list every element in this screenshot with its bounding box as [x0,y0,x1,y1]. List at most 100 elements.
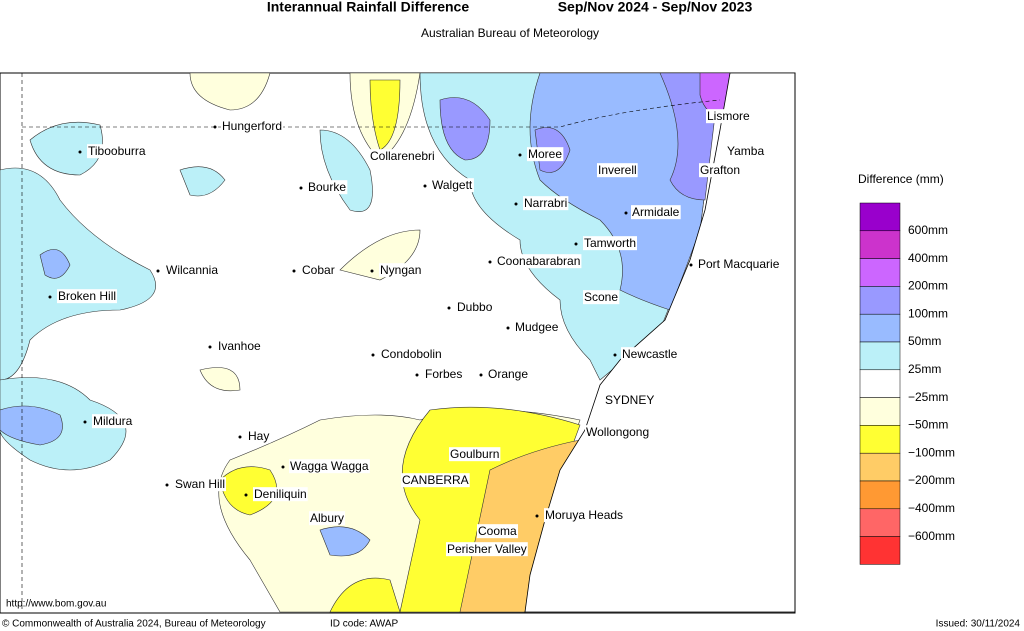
legend-swatch [859,286,901,315]
label-bg [449,447,501,462]
label-bg [477,524,519,539]
town-dot [415,373,419,377]
label-bg [165,263,220,278]
town-dot [78,150,82,154]
place-label: Yamba [727,144,764,158]
place-label: Bourke [308,180,346,194]
place-label: Orange [488,367,528,381]
town-dot [238,435,242,439]
town-dot [447,306,451,310]
town-dot [299,186,303,190]
legend-swatch [859,397,901,426]
label-bg [621,347,679,362]
legend-swatch [859,202,901,232]
label-bg [583,290,620,305]
place-label: Coonabarabran [497,254,580,268]
period: Sep/Nov 2024 - Sep/Nov 2023 [558,0,753,15]
label-bg [631,205,681,220]
town-dot [488,260,492,264]
town-dot [292,269,296,273]
place-label: Swan Hill [175,477,225,491]
label-bg [309,511,346,526]
legend-swatch [859,425,901,454]
label-bg [446,542,528,557]
legend-swatch [859,452,901,482]
town-dot [514,202,518,206]
legend-label: −25mm [908,390,948,404]
legend-label: −600mm [908,529,955,543]
label-bg [496,254,582,269]
place-label: Inverell [598,163,637,177]
place-label: Mudgee [515,320,559,334]
town-dot [165,483,169,487]
place-label: Cooma [478,524,517,538]
place-label: Albury [310,511,344,525]
label-bg [380,347,443,362]
legend-swatch [859,369,901,398]
label-bg [456,300,494,315]
legend-swatch [859,341,901,371]
label-bg [697,257,781,272]
town-dot [535,514,539,518]
legend-label: 50mm [908,334,941,348]
legend-label: −200mm [908,473,955,487]
label-bg [424,367,464,382]
place-label: Wilcannia [166,263,218,277]
label-bg [523,196,569,211]
place-label: Goulburn [450,447,499,461]
legend-label: −400mm [908,501,955,515]
title: Interannual Rainfall Difference [267,0,469,15]
label-bg [514,320,560,335]
town-dot [624,211,628,215]
label-bg [487,367,530,382]
legend-label: 600mm [908,223,948,237]
label-bg [217,339,263,354]
legend-title: Difference (mm) [858,172,944,186]
label-bg [307,180,348,195]
town-dot [213,125,217,129]
legend-label: −100mm [908,445,955,459]
place-label: Moruya Heads [545,508,623,522]
legend-label: 25mm [908,362,941,376]
place-label: Cobar [302,263,335,277]
place-label: SYDNEY [605,393,654,407]
label-bg [289,459,370,474]
town-dot [208,345,212,349]
legend-label: −50mm [908,418,948,432]
label-bg [527,147,564,162]
label-bg [174,477,227,492]
subtitle: Australian Bureau of Meteorology [421,26,599,40]
label-bg [726,144,766,159]
place-label: Deniliquin [254,487,307,501]
town-dot [83,420,87,424]
place-label: Narrabri [524,196,567,210]
place-label: Armidale [632,205,680,219]
place-label: Hay [248,429,269,443]
label-bg [369,149,436,164]
label-bg [301,263,336,278]
legend-swatch [859,508,901,537]
legend-label: 200mm [908,279,948,293]
label-bg [597,163,638,178]
place-label: Port Macquarie [698,257,780,271]
legend-swatch [859,480,901,510]
label-bg [706,109,752,124]
label-bg [92,414,134,429]
place-label: Walgett [432,178,473,192]
place-label: Grafton [700,163,740,177]
town-dot [518,153,522,157]
place-label: CANBERRA [402,473,469,487]
place-label: Mildura [93,414,133,428]
legend-swatch [859,313,901,343]
place-label: Broken Hill [58,289,116,303]
town-dot [613,353,617,357]
place-label: Hungerford [222,119,282,133]
place-label: Perisher Valley [447,542,527,556]
label-bg [583,236,638,251]
label-bg [253,487,308,502]
url: http://www.bom.gov.au [6,599,106,610]
town-dot [423,184,427,188]
label-bg [379,263,423,278]
legend-swatch [859,536,901,565]
town-dot [156,269,160,273]
